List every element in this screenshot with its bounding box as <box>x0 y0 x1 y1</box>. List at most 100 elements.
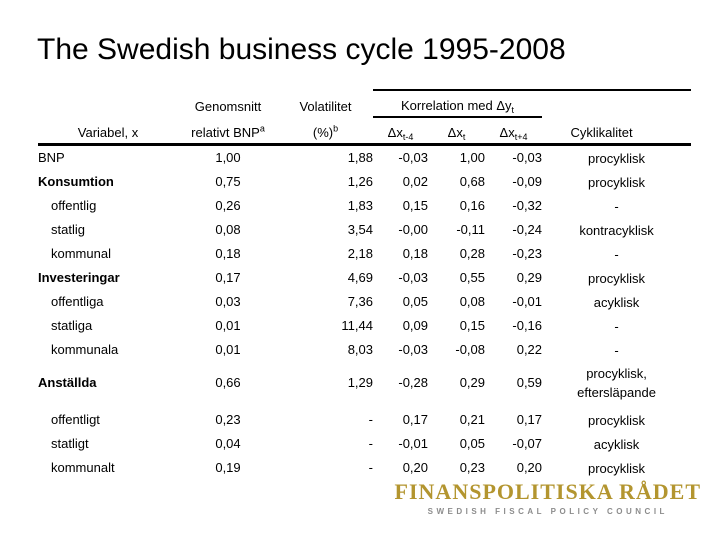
header-dx-lead-sub: t+4 <box>514 132 528 142</box>
cell-volatilitet: 1,83 <box>347 198 373 213</box>
table-row: statlig 0,08 3,54 -0,00 -0,11 -0,24 kontracykl… <box>38 218 691 242</box>
cell-variabel: statliga <box>51 318 93 333</box>
cell-variabel: offentlig <box>51 198 97 213</box>
cell-cyklikalitet: procyklisk <box>587 150 646 166</box>
cell-variabel: kommunalt <box>51 460 115 475</box>
cell-volatilitet: 11,44 <box>341 318 373 333</box>
fiscal-policy-council-logo: FINANSPOLITISKA RÅDET SWEDISH FISCAL POL… <box>395 480 701 517</box>
table-row: offentligt 0,23 - 0,17 0,21 0,17 procyklisk <box>38 408 691 432</box>
cell-korrelation-now: 0,55 <box>459 270 485 285</box>
cell-korrelation-lag: 0,15 <box>402 198 428 213</box>
cell-volatilitet: - <box>368 412 373 427</box>
cell-volatilitet: 7,36 <box>347 294 373 309</box>
cell-korrelation-lead: -0,09 <box>512 174 543 189</box>
cell-korrelation-lag: 0,02 <box>402 174 428 189</box>
table-row: Konsumtion 0,75 1,26 0,02 0,68 -0,09 procyklis… <box>38 170 691 194</box>
cell-korrelation-now: 0,28 <box>459 246 485 261</box>
cell-cyklikalitet: acyklisk <box>593 294 640 310</box>
cell-variabel: BNP <box>38 150 65 165</box>
cell-cyklikalitet: procyklisk <box>587 412 646 428</box>
cell-genomsnitt: 0,04 <box>215 436 241 451</box>
cell-volatilitet: 3,54 <box>347 222 373 237</box>
cell-korrelation-lead: 0,59 <box>516 375 543 390</box>
header-dx-lead-base: Δx <box>499 125 515 140</box>
table-row: Anställda 0,66 1,29 -0,28 0,29 0,59 procyklisk… <box>38 362 691 408</box>
cell-cyklikalitet: - <box>614 246 619 262</box>
cell-genomsnitt: 0,19 <box>215 460 241 475</box>
cell-variabel: Konsumtion <box>38 174 114 189</box>
cell-korrelation-lag: 0,05 <box>402 294 428 309</box>
cell-volatilitet: 4,69 <box>347 270 373 285</box>
header-volatilitet: Volatilitet <box>299 99 352 114</box>
table-body: BNP 1,00 1,88 -0,03 1,00 -0,03 procyklisk Konsu… <box>38 145 691 481</box>
table-row: kommunala 0,01 8,03 -0,03 -0,08 0,22 - <box>38 338 691 362</box>
cell-cyklikalitet: kontracyklisk <box>579 222 654 238</box>
cell-cyklikalitet: - <box>614 318 619 334</box>
table-row: BNP 1,00 1,88 -0,03 1,00 -0,03 procyklisk <box>38 145 691 171</box>
header-spacer <box>38 90 178 117</box>
table-row: kommunal 0,18 2,18 0,18 0,28 -0,23 - <box>38 242 691 266</box>
cell-korrelation-now: 0,68 <box>459 174 485 189</box>
cell-korrelation-lead: 0,29 <box>516 270 543 285</box>
header-genomsnitt-unit-text: relativt BNP <box>191 125 260 140</box>
cell-cyklikalitet: - <box>614 198 619 214</box>
cell-variabel: kommunal <box>51 246 111 261</box>
page-title: The Swedish business cycle 1995-2008 <box>37 33 566 66</box>
business-cycle-table: Genomsnitt Volatilitet Korrelation med Δ… <box>38 89 692 481</box>
cell-korrelation-now: 0,08 <box>459 294 485 309</box>
cell-korrelation-lag: 0,18 <box>402 246 428 261</box>
cell-korrelation-lag: 0,17 <box>402 412 428 427</box>
header-korrelation: Korrelation med Δyt <box>373 89 543 118</box>
cell-korrelation-lead: -0,01 <box>512 294 543 309</box>
cell-cyklikalitet: procyklisk <box>587 460 646 476</box>
table-row: statligt 0,04 - -0,01 0,05 -0,07 acyklisk <box>38 432 691 456</box>
header-row-group: Genomsnitt Volatilitet Korrelation med Δ… <box>38 89 692 118</box>
cell-volatilitet: 1,29 <box>347 375 373 390</box>
header-dx-now-sub: t <box>462 132 466 142</box>
cell-korrelation-now: 0,29 <box>459 375 485 390</box>
cell-volatilitet: 8,03 <box>347 342 373 357</box>
cell-volatilitet: 2,18 <box>347 246 373 261</box>
header-korrelation-base: Korrelation med Δy <box>400 98 512 113</box>
table-row: statliga 0,01 11,44 0,09 0,15 -0,16 - <box>38 314 691 338</box>
header-dx-lead: Δxt+4 <box>485 117 543 146</box>
cell-korrelation-lag: -0,00 <box>398 222 428 237</box>
cell-korrelation-now: -0,08 <box>455 342 485 357</box>
table-row: offentlig 0,26 1,83 0,15 0,16 -0,32 - <box>38 194 691 218</box>
header-row-columns: Variabel, x relativt BNPa (%)b Δxt-4 Δxt… <box>38 117 692 146</box>
header-cyklikalitet-spacer <box>542 89 692 117</box>
header-genomsnitt-unit: relativt BNPa <box>178 117 278 146</box>
header-volatilitet-unit: (%)b <box>278 117 373 146</box>
cell-korrelation-lead: -0,07 <box>512 436 543 451</box>
header-korrelation-sub: t <box>511 105 515 115</box>
table-row: offentliga 0,03 7,36 0,05 0,08 -0,01 acyklisk <box>38 290 691 314</box>
cell-volatilitet: - <box>368 460 373 475</box>
cell-korrelation-lead: 0,22 <box>516 342 543 357</box>
cell-genomsnitt: 0,17 <box>215 270 241 285</box>
cell-variabel: Anställda <box>38 375 97 390</box>
cell-genomsnitt: 0,23 <box>215 412 241 427</box>
cell-volatilitet: 1,88 <box>347 150 373 165</box>
table-row: Investeringar 0,17 4,69 -0,03 0,55 0,29 procyk… <box>38 266 691 290</box>
cell-cyklikalitet: acyklisk <box>593 436 640 452</box>
cell-korrelation-now: 0,21 <box>459 412 485 427</box>
cell-korrelation-now: 1,00 <box>459 150 485 165</box>
cell-volatilitet: 1,26 <box>347 174 373 189</box>
cell-korrelation-lag: 0,09 <box>402 318 428 333</box>
cell-korrelation-lead: -0,23 <box>512 246 543 261</box>
table-row: kommunalt 0,19 - 0,20 0,23 0,20 procyklisk <box>38 456 691 480</box>
cell-cyklikalitet: procyklisk, eftersläpande <box>577 366 656 400</box>
header-cyklikalitet: Cyklikalitet <box>542 117 692 146</box>
cell-variabel: statlig <box>51 222 85 237</box>
cell-korrelation-lag: -0,01 <box>398 436 428 451</box>
cell-genomsnitt: 0,75 <box>215 174 241 189</box>
cell-genomsnitt: 0,03 <box>215 294 241 309</box>
cell-variabel: offentliga <box>51 294 104 309</box>
cell-korrelation-lag: -0,28 <box>398 375 428 390</box>
cell-genomsnitt: 0,18 <box>215 246 241 261</box>
cell-korrelation-lead: -0,24 <box>512 222 543 237</box>
cell-genomsnitt: 1,00 <box>215 150 241 165</box>
cell-korrelation-lead: 0,17 <box>516 412 543 427</box>
cell-korrelation-lag: -0,03 <box>398 342 428 357</box>
cell-volatilitet: - <box>368 436 373 451</box>
